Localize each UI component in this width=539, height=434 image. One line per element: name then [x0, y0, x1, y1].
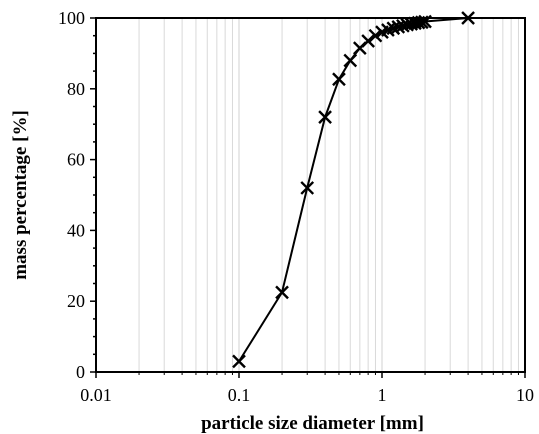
y-tick-label: 60 — [67, 150, 85, 170]
x-tick-label: 1 — [378, 385, 387, 405]
y-tick-label: 80 — [67, 79, 85, 99]
y-tick-label: 20 — [67, 291, 85, 311]
data-point-marker — [461, 11, 475, 25]
data-point-marker — [415, 15, 429, 30]
series-layer — [232, 11, 475, 369]
x-tick-label: 0.1 — [228, 385, 251, 405]
data-point-marker — [361, 34, 375, 48]
data-point-marker — [232, 354, 246, 369]
y-axis-title: mass percentage [%] — [10, 110, 31, 280]
data-point-marker — [318, 110, 332, 124]
y-tick-label: 40 — [67, 220, 85, 240]
plot-frame — [95, 17, 526, 373]
y-tick-label: 0 — [76, 362, 85, 382]
data-point-marker — [275, 285, 289, 300]
x-tick-label: 0.01 — [80, 385, 112, 405]
y-tick-label: 100 — [58, 8, 85, 28]
data-point-marker — [332, 72, 346, 87]
data-point-marker — [300, 181, 315, 195]
data-point-marker — [418, 14, 432, 29]
data-point-marker — [343, 53, 358, 68]
grid-layer — [138, 18, 519, 372]
x-tick-label: 10 — [516, 385, 534, 405]
data-point-marker — [368, 28, 383, 43]
x-axis-title: particle size diameter [mm] — [201, 413, 424, 434]
